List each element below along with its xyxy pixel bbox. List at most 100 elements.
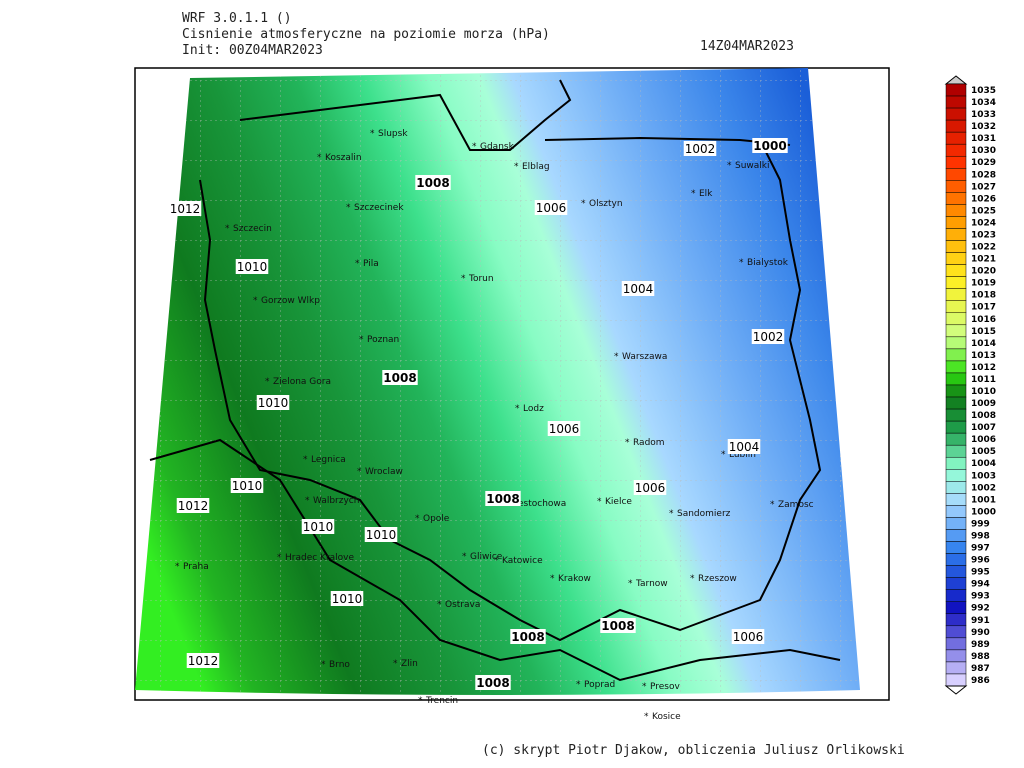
contour-label-box <box>510 629 546 644</box>
colorbar-label: 1019 <box>971 279 996 289</box>
city-name: Walbrzych <box>313 496 359 506</box>
city-marker: * <box>225 224 230 234</box>
contour-label: 1008 <box>383 371 416 385</box>
city-marker: * <box>415 514 420 524</box>
colorbar-label: 1001 <box>971 495 996 505</box>
colorbar-label: 1006 <box>971 435 996 445</box>
colorbar-cell <box>945 264 967 277</box>
city-name: Szczecin <box>233 224 272 234</box>
colorbar-label: 1014 <box>971 339 996 349</box>
colorbar-cell <box>945 155 967 169</box>
colorbar-label: 1004 <box>971 459 996 469</box>
colorbar-label: 1007 <box>971 423 996 433</box>
city-marker: * <box>265 377 270 387</box>
contour-label: 1012 <box>178 499 209 513</box>
colorbar-label: 994 <box>971 580 990 590</box>
colorbar-cell <box>945 95 967 109</box>
colorbar-label: 1021 <box>971 255 996 265</box>
colorbar-label: 1034 <box>971 98 996 108</box>
contour-label: 1008 <box>416 176 449 190</box>
city-marker: * <box>642 682 647 692</box>
colorbar-label: 1030 <box>971 146 996 156</box>
city-name: Olsztyn <box>589 199 623 209</box>
colorbar-cell <box>945 481 967 494</box>
city-marker: * <box>461 274 466 284</box>
city-name: Ostrava <box>445 600 480 610</box>
colorbar-cell <box>945 252 967 265</box>
contour-label-box <box>475 675 511 690</box>
city-marker: * <box>550 574 555 584</box>
city-name: Warszawa <box>622 352 667 362</box>
contour-label-box <box>330 591 364 606</box>
city-marker: * <box>305 496 310 506</box>
city-name: Elk <box>699 189 713 199</box>
city-name: Czestochowa <box>507 499 566 509</box>
city-marker: * <box>727 161 732 171</box>
colorbar-label: 1031 <box>971 134 996 144</box>
city-marker: * <box>515 404 520 414</box>
city-marker: * <box>277 553 282 563</box>
contour-label: 1010 <box>303 520 334 534</box>
contour-label-layer: 1012 1010 1008 1006 1002 1000 1004 1002 1008 1010… <box>168 138 788 690</box>
contour-label: 1010 <box>366 528 397 542</box>
contour-label-box <box>235 259 269 274</box>
city-name: Szczecinek <box>354 203 404 213</box>
colorbar-cell <box>945 408 967 422</box>
city-name: Torun <box>468 274 494 284</box>
city-marker: * <box>346 203 351 213</box>
colorbar-label: 1013 <box>971 351 996 361</box>
colorbar-cell <box>945 204 967 217</box>
city-marker: * <box>597 497 602 507</box>
colorbar-label: 1017 <box>971 303 996 313</box>
colorbar-cell <box>945 625 967 639</box>
colorbar-label: 987 <box>971 664 990 674</box>
city-marker: * <box>355 259 360 269</box>
colorbar-cell <box>945 216 967 229</box>
city-marker: * <box>669 509 674 519</box>
city-marker: * <box>576 680 581 690</box>
city-name: Trencin <box>425 696 458 706</box>
colorbar-label: 997 <box>971 544 990 554</box>
city-name: Gliwice <box>470 552 503 562</box>
colorbar-cell <box>945 192 967 205</box>
colorbar-cell <box>945 360 967 374</box>
colorbar-label: 999 <box>971 519 990 529</box>
city-marker: * <box>321 660 326 670</box>
colorbar-label: 993 <box>971 592 990 602</box>
contour-label: 1000 <box>753 139 786 153</box>
colorbar-label: 998 <box>971 531 990 541</box>
city-marker: * <box>494 556 499 566</box>
colorbar-label: 1028 <box>971 170 996 180</box>
colorbar-cell <box>945 493 967 506</box>
colorbar-cell <box>945 168 967 181</box>
colorbar-label: 988 <box>971 652 990 662</box>
valid-time: 14Z04MAR2023 <box>700 39 794 54</box>
city-marker: * <box>472 142 477 152</box>
colorbar-cell <box>945 312 967 326</box>
city-name: Presov <box>650 682 681 692</box>
city-name: Zamosc <box>778 500 814 510</box>
contour-label-box <box>600 618 636 633</box>
colorbar-cell <box>945 673 967 687</box>
city-marker: * <box>614 352 619 362</box>
colorbar-cell <box>945 565 967 578</box>
colorbar-cell <box>945 649 967 663</box>
colorbar-label: 1016 <box>971 315 996 325</box>
colorbar-cell <box>945 131 967 145</box>
contour-label-box <box>683 141 717 156</box>
colorbar-label: 1005 <box>971 447 996 457</box>
colorbar-label: 1026 <box>971 194 996 204</box>
colorbar-cell <box>945 372 967 386</box>
city-marker: * <box>393 659 398 669</box>
contour-label-box <box>621 281 655 296</box>
colorbar-cell <box>945 288 967 301</box>
colorbar-label: 1008 <box>971 411 996 421</box>
city-name: Suwalki <box>735 161 770 171</box>
city-name: Brno <box>329 660 350 670</box>
colorbar-cell <box>945 553 967 566</box>
colorbar-label: 992 <box>971 604 990 614</box>
contour-label-box <box>547 421 581 436</box>
city-marker: * <box>514 162 519 172</box>
contour-label: 1006 <box>536 201 567 215</box>
contour-label: 1010 <box>332 592 363 606</box>
